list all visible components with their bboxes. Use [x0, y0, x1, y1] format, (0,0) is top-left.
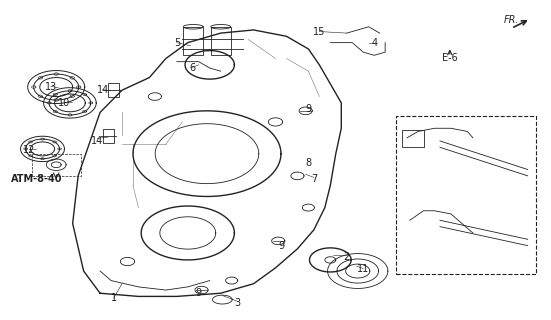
Text: FR.: FR. — [504, 15, 519, 25]
Text: 5: 5 — [174, 38, 180, 48]
Text: 9: 9 — [305, 104, 311, 114]
Text: 13: 13 — [45, 82, 57, 92]
Text: 15: 15 — [313, 27, 326, 36]
Bar — [402, 130, 424, 147]
Text: 10: 10 — [58, 98, 71, 108]
Bar — [396, 116, 536, 274]
Text: ATM-8-40: ATM-8-40 — [11, 174, 63, 184]
Text: 12: 12 — [23, 146, 35, 156]
Text: 1: 1 — [111, 293, 117, 303]
Text: 9: 9 — [278, 241, 284, 251]
Text: 3: 3 — [234, 298, 240, 308]
Text: 8: 8 — [305, 158, 311, 168]
Text: 4: 4 — [371, 38, 377, 48]
Text: 14: 14 — [91, 136, 104, 146]
Text: E-6: E-6 — [442, 53, 458, 63]
Text: 9: 9 — [196, 288, 202, 298]
Text: 7: 7 — [311, 174, 317, 184]
Text: 2: 2 — [344, 252, 350, 262]
Text: 6: 6 — [189, 63, 195, 73]
Text: 11: 11 — [357, 264, 369, 275]
Text: 14: 14 — [96, 85, 109, 95]
